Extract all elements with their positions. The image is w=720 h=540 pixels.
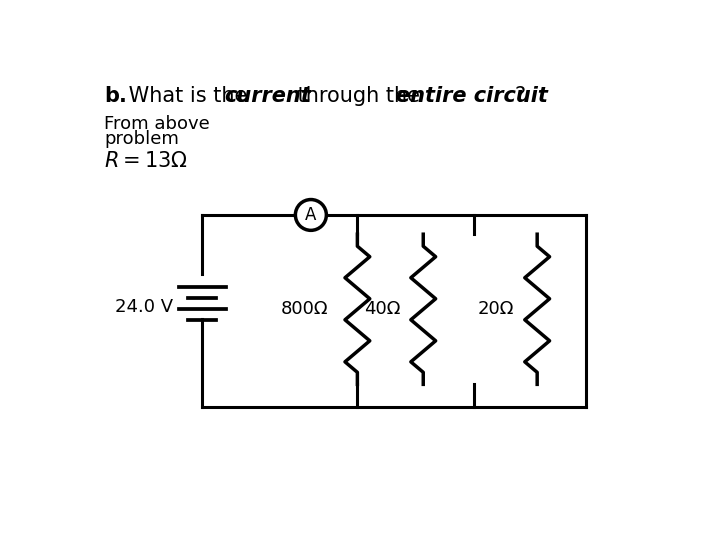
Text: problem: problem (104, 130, 179, 148)
Text: b.: b. (104, 86, 127, 106)
Text: 800Ω: 800Ω (280, 300, 328, 318)
Text: 24.0 V: 24.0 V (114, 298, 173, 316)
Text: What is the: What is the (122, 86, 253, 106)
Text: through the: through the (291, 86, 427, 106)
Text: From above: From above (104, 115, 210, 133)
Text: A: A (305, 206, 317, 224)
Text: entire circuit: entire circuit (396, 86, 548, 106)
Text: 20Ω: 20Ω (477, 300, 514, 318)
Text: 40Ω: 40Ω (364, 300, 400, 318)
Text: ?: ? (514, 86, 525, 106)
Text: $R = 13\Omega$: $R = 13\Omega$ (104, 151, 188, 171)
Text: current: current (224, 86, 311, 106)
